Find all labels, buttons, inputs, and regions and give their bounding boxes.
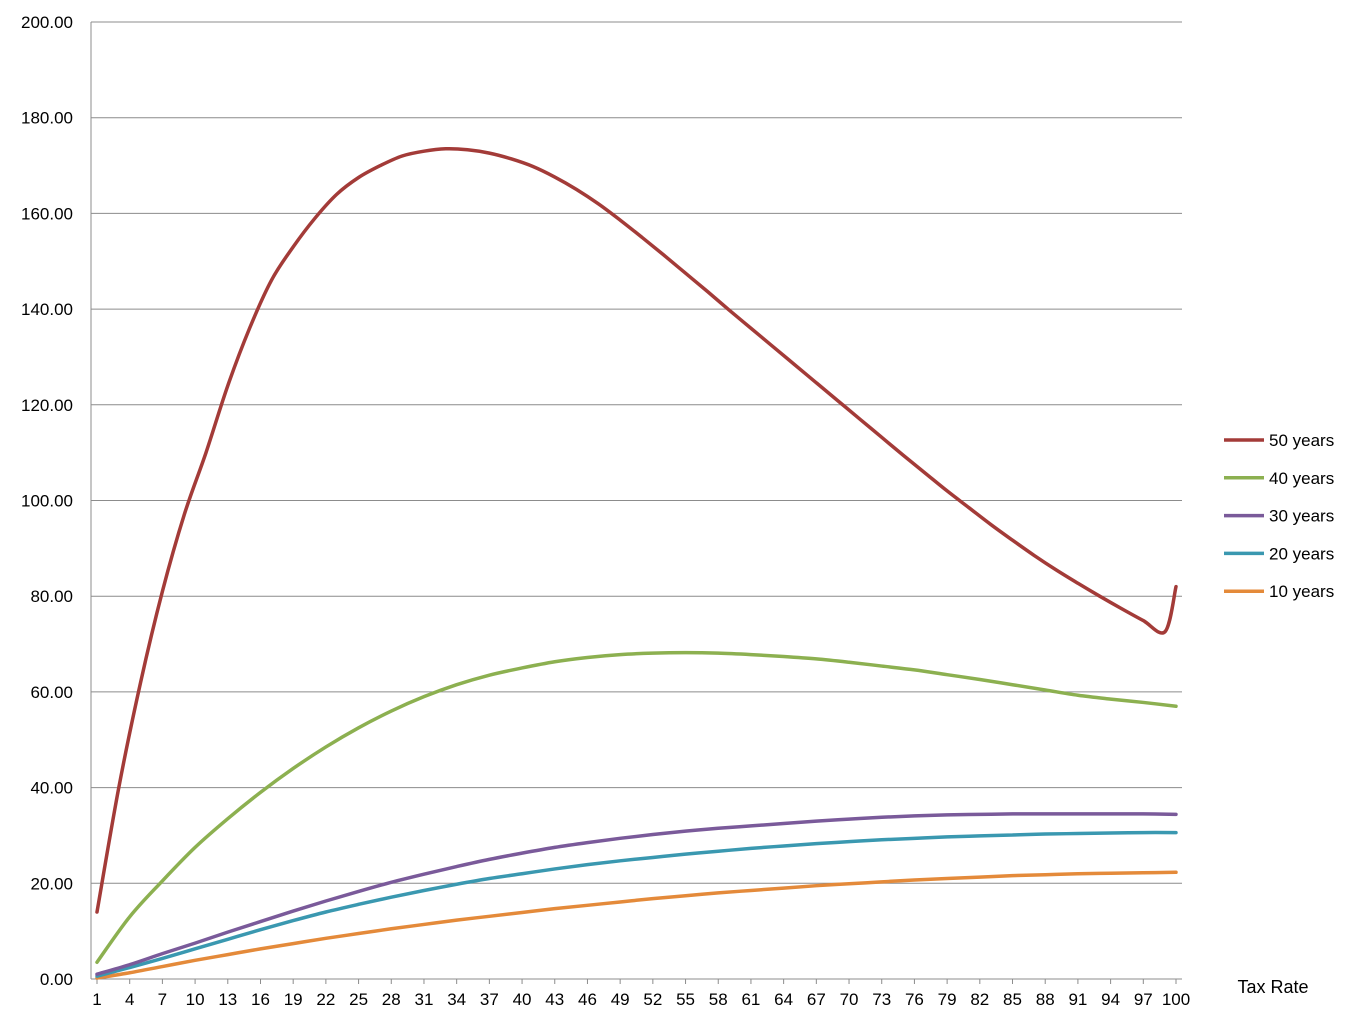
x-axis-title: Tax Rate [1237,977,1308,997]
x-tick-label: 85 [1003,990,1022,1009]
x-tick-label: 10 [186,990,205,1009]
x-tick-label: 43 [545,990,564,1009]
y-tick-label: 120.00 [21,396,73,415]
x-tick-label: 34 [447,990,466,1009]
x-tick-label: 16 [251,990,270,1009]
x-tick-label: 67 [807,990,826,1009]
axes [90,22,1182,984]
x-tick-label: 28 [382,990,401,1009]
legend-label-30-years: 30 years [1269,507,1334,526]
legend-label-20-years: 20 years [1269,544,1334,563]
x-tick-label: 19 [284,990,303,1009]
x-tick-label: 52 [643,990,662,1009]
x-tick-label: 79 [938,990,957,1009]
y-tick-label: 40.00 [30,779,73,798]
x-tick-label: 1 [92,990,101,1009]
x-tick-label: 100 [1162,990,1190,1009]
x-tick-label: 37 [480,990,499,1009]
x-tick-label: 22 [316,990,335,1009]
y-tick-label: 0.00 [40,970,73,989]
x-tick-label: 91 [1068,990,1087,1009]
x-tick-label: 46 [578,990,597,1009]
x-tick-label: 94 [1101,990,1120,1009]
x-tick-label: 13 [218,990,237,1009]
x-tick-label: 76 [905,990,924,1009]
legend: 50 years 40 years 30 years 20 years 10 years [1224,431,1334,601]
x-tick-label: 64 [774,990,793,1009]
y-tick-label: 100.00 [21,492,73,511]
y-tick-label: 180.00 [21,109,73,128]
y-tick-label: 60.00 [30,683,73,702]
x-tick-label: 73 [872,990,891,1009]
tick-labels: 0.00 20.00 40.00 60.00 80.00 100.00 120.00 140.… [21,13,1190,1009]
y-tick-label: 160.00 [21,204,73,223]
series-line-20-years [95,830,1178,978]
x-tick-label: 31 [415,990,434,1009]
x-tick-label: 97 [1134,990,1153,1009]
series-line-40-years [95,650,1178,964]
x-tick-label: 25 [349,990,368,1009]
legend-label-40-years: 40 years [1269,469,1334,488]
gridlines [91,21,1182,884]
x-tick-label: 55 [676,990,695,1009]
legend-label-10-years: 10 years [1269,582,1334,601]
x-tick-label: 4 [125,990,134,1009]
y-tick-label: 20.00 [30,874,73,893]
legend-label-50-years: 50 years [1269,431,1334,450]
series-line-50-years [95,146,1178,914]
y-tick-label: 140.00 [21,300,73,319]
x-tick-label: 82 [970,990,989,1009]
series-line-30-years [95,812,1178,976]
y-tick-label: 80.00 [30,587,73,606]
series-lines [95,146,1178,980]
series-line-10-years [95,870,1178,980]
x-tick-label: 61 [741,990,760,1009]
x-tick-label: 40 [513,990,532,1009]
x-tick-label: 88 [1036,990,1055,1009]
x-tick-label: 7 [158,990,167,1009]
x-tick-label: 58 [709,990,728,1009]
y-tick-label: 200.00 [21,13,73,32]
x-tick-label: 49 [611,990,630,1009]
x-tick-label: 70 [840,990,859,1009]
